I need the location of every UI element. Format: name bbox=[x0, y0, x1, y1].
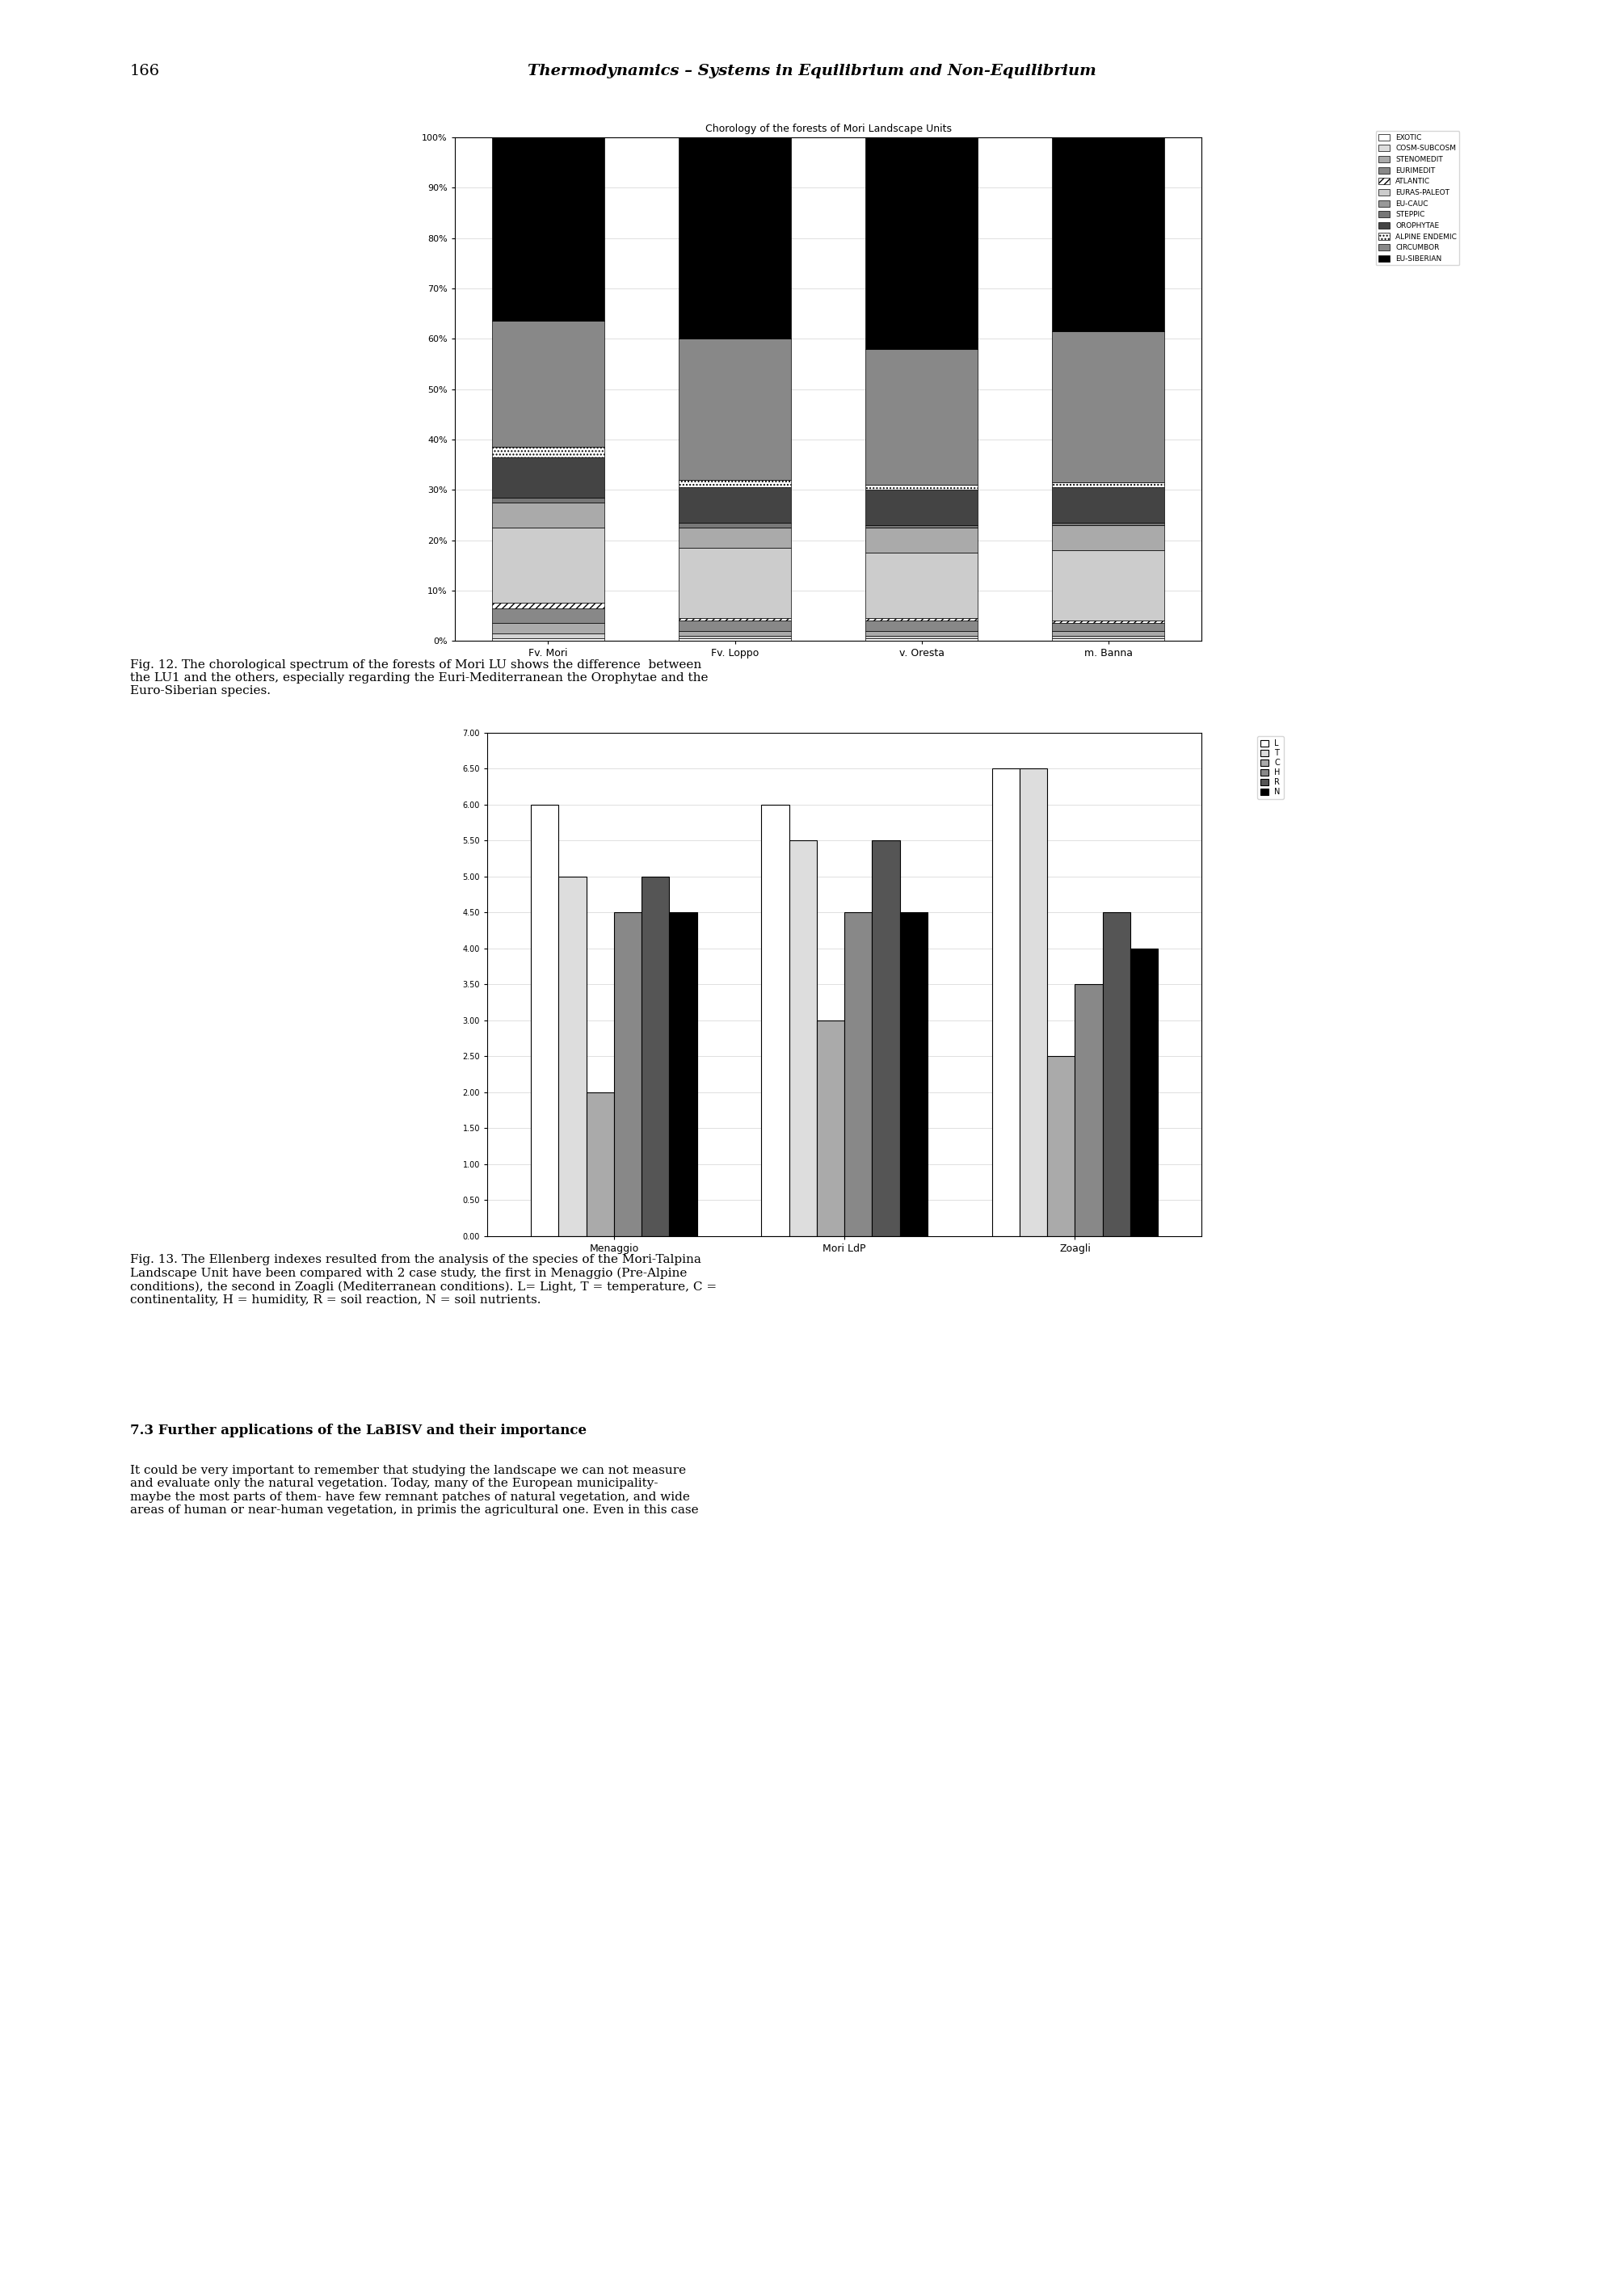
Bar bbox=[1075, 984, 1103, 1236]
Bar bbox=[1130, 948, 1158, 1236]
Bar bbox=[762, 803, 789, 1236]
Bar bbox=[872, 840, 900, 1236]
Bar bbox=[789, 840, 817, 1236]
Bar bbox=[1020, 769, 1047, 1236]
Bar bbox=[679, 632, 791, 636]
Text: 7.3 Further applications of the LaBISV and their importance: 7.3 Further applications of the LaBISV a… bbox=[130, 1424, 586, 1437]
Bar bbox=[679, 339, 791, 481]
Bar bbox=[679, 547, 791, 618]
Bar bbox=[679, 636, 791, 639]
Bar bbox=[1052, 133, 1164, 332]
Bar bbox=[492, 137, 604, 320]
Text: Thermodynamics – Systems in Equilibrium and Non-Equilibrium: Thermodynamics – Systems in Equilibrium … bbox=[528, 64, 1096, 78]
Bar bbox=[679, 481, 791, 488]
Bar bbox=[1052, 639, 1164, 641]
Bar bbox=[492, 639, 604, 641]
Bar bbox=[1052, 524, 1164, 549]
Legend: EXOTIC, COSM-SUBCOSM, STENOMEDIT, EURIMEDIT, ATLANTIC, EURAS-PALEOT, EU-CAUC, ST: EXOTIC, COSM-SUBCOSM, STENOMEDIT, EURIME… bbox=[1376, 130, 1460, 266]
Bar bbox=[866, 636, 978, 639]
Bar bbox=[1052, 488, 1164, 522]
Bar bbox=[1052, 632, 1164, 636]
Bar bbox=[866, 620, 978, 632]
Bar bbox=[559, 877, 586, 1236]
Title: Chorology of the forests of Mori Landscape Units: Chorology of the forests of Mori Landsca… bbox=[705, 124, 952, 135]
Bar bbox=[492, 634, 604, 639]
Bar bbox=[679, 488, 791, 522]
Bar bbox=[679, 620, 791, 632]
Bar bbox=[866, 490, 978, 524]
Bar bbox=[844, 913, 872, 1236]
Bar bbox=[1052, 623, 1164, 632]
Bar bbox=[669, 913, 697, 1236]
Text: Fig. 13. The Ellenberg indexes resulted from the analysis of the species of the : Fig. 13. The Ellenberg indexes resulted … bbox=[130, 1254, 716, 1305]
Bar bbox=[492, 529, 604, 602]
Bar bbox=[1103, 913, 1130, 1236]
Text: It could be very important to remember that studying the landscape we can not me: It could be very important to remember t… bbox=[130, 1465, 698, 1515]
Bar bbox=[492, 320, 604, 446]
Bar bbox=[1052, 483, 1164, 488]
Bar bbox=[492, 609, 604, 623]
Bar bbox=[614, 913, 641, 1236]
Bar bbox=[866, 639, 978, 641]
Bar bbox=[992, 769, 1020, 1236]
Bar bbox=[586, 1092, 614, 1236]
Bar bbox=[1047, 1055, 1075, 1236]
Bar bbox=[1052, 549, 1164, 620]
Bar bbox=[492, 446, 604, 458]
Legend: L, T, C, H, R, N: L, T, C, H, R, N bbox=[1257, 737, 1283, 799]
Bar bbox=[1052, 522, 1164, 524]
Bar bbox=[679, 137, 791, 339]
Bar bbox=[866, 552, 978, 618]
Bar bbox=[492, 623, 604, 634]
Bar bbox=[492, 602, 604, 609]
Bar bbox=[866, 485, 978, 490]
Bar bbox=[866, 135, 978, 348]
Bar bbox=[1052, 636, 1164, 639]
Bar bbox=[492, 504, 604, 529]
Bar bbox=[1052, 620, 1164, 623]
Bar bbox=[866, 524, 978, 529]
Bar bbox=[492, 458, 604, 497]
Bar bbox=[866, 632, 978, 636]
Bar bbox=[679, 529, 791, 547]
Bar bbox=[866, 529, 978, 552]
Bar bbox=[679, 618, 791, 620]
Bar bbox=[866, 618, 978, 620]
Bar bbox=[866, 348, 978, 485]
Bar bbox=[679, 639, 791, 641]
Bar bbox=[679, 522, 791, 529]
Text: 166: 166 bbox=[130, 64, 159, 78]
Bar bbox=[531, 803, 559, 1236]
Text: Fig. 12. The chorological spectrum of the forests of Mori LU shows the differenc: Fig. 12. The chorological spectrum of th… bbox=[130, 659, 708, 696]
Bar bbox=[817, 1021, 844, 1236]
Bar bbox=[900, 913, 927, 1236]
Bar bbox=[492, 497, 604, 504]
Bar bbox=[641, 877, 669, 1236]
Bar bbox=[1052, 332, 1164, 483]
